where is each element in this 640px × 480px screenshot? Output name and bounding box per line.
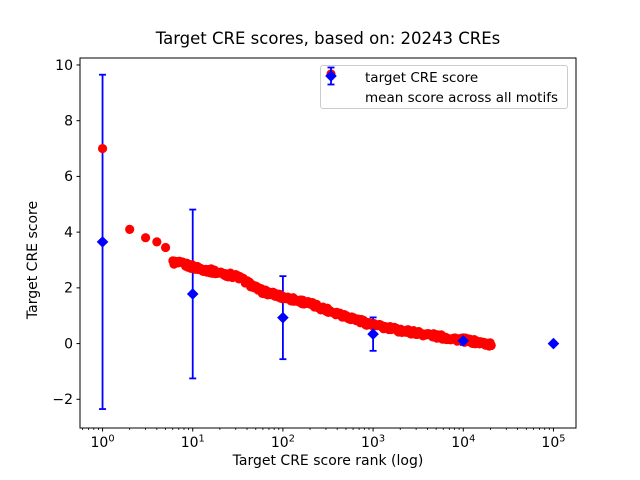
y-axis-label: Target CRE score <box>25 200 41 320</box>
data-point-target-score <box>152 237 162 247</box>
legend-item-mean-score: mean score across all motifs <box>321 66 567 108</box>
chart-title: Target CRE scores, based on: 20243 CREs <box>155 29 501 48</box>
data-point-target-score <box>486 340 496 351</box>
x-axis-label: Target CRE score rank (log) <box>232 453 424 469</box>
legend-label-target-cre-score: target CRE score <box>365 70 479 86</box>
x-tick-label: 103 <box>361 434 385 452</box>
x-tick-label: 104 <box>451 434 475 452</box>
y-tick-label: 10 <box>55 58 73 74</box>
y-tick-label: 2 <box>64 281 73 297</box>
y-tick-label: 6 <box>64 169 73 185</box>
data-point-target-score <box>160 242 171 253</box>
x-tick-label: 102 <box>271 434 295 452</box>
x-tick-label: 100 <box>91 434 115 452</box>
data-point-mean-score <box>457 334 470 347</box>
data-point-target-score <box>125 224 135 234</box>
data-point-target-score <box>140 233 151 243</box>
legend-label-mean-score: mean score across all motifs <box>365 90 559 106</box>
y-tick-label: 4 <box>64 225 73 241</box>
data-point-mean-score <box>547 337 560 350</box>
blue-diamond-errorbar-marker-icon <box>325 66 353 108</box>
y-tick-label: 0 <box>64 336 73 352</box>
y-tick-label: 8 <box>64 113 73 129</box>
x-tick-label: 105 <box>541 434 565 452</box>
data-point-mean-score <box>277 311 289 324</box>
data-point-mean-score <box>96 236 109 248</box>
data-point-mean-score <box>186 288 199 300</box>
data-point-target-score <box>97 143 108 154</box>
y-tick-label: −2 <box>52 392 73 408</box>
legend-item-target-cre-score: target CRE score <box>321 68 567 88</box>
legend: target CRE score mean score across all m… <box>320 65 568 109</box>
data-point-mean-score <box>367 328 379 340</box>
axes-frame <box>79 57 577 429</box>
x-tick-label: 101 <box>181 434 205 452</box>
